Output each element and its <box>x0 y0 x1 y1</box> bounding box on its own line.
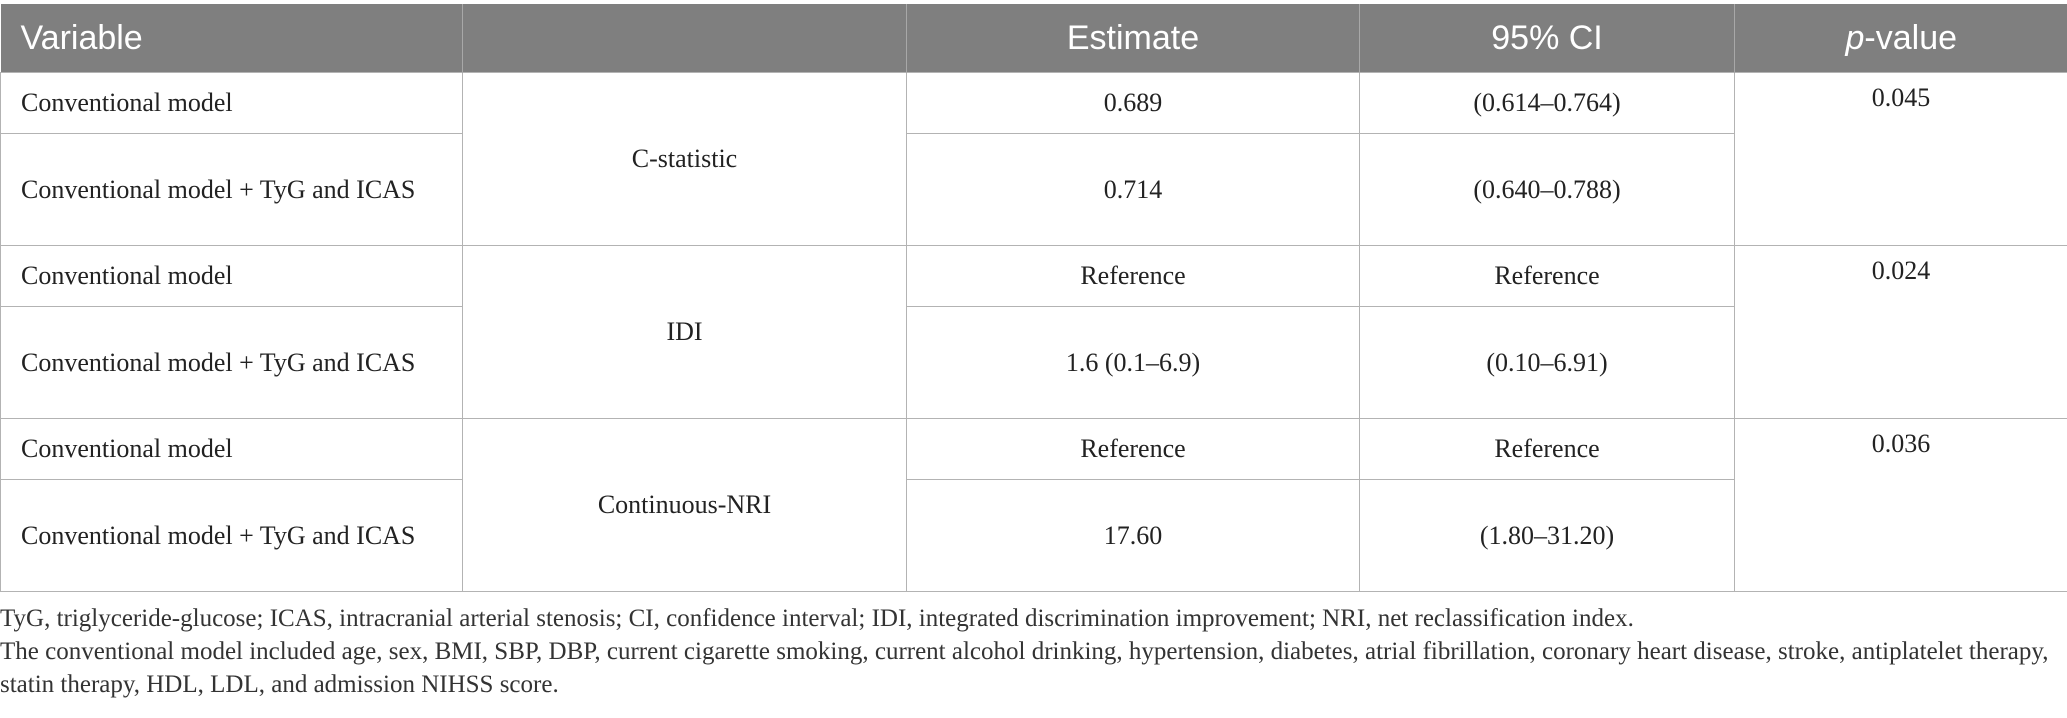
table-footnotes: TyG, triglyceride-glucose; ICAS, intracr… <box>0 602 2060 701</box>
estimate-cell: 17.60 <box>906 479 1360 592</box>
ci-cell: (0.640–0.788) <box>1359 133 1735 246</box>
estimate-cell: 1.6 (0.1–6.9) <box>906 306 1360 419</box>
header-ci: 95% CI <box>1359 4 1735 73</box>
header-metric <box>462 4 907 73</box>
estimate-cell: Reference <box>906 245 1360 307</box>
p-value-cell: 0.036 <box>1734 418 2067 592</box>
estimate-cell: Reference <box>906 418 1360 480</box>
footnote-abbreviations: TyG, triglyceride-glucose; ICAS, intracr… <box>0 605 1634 632</box>
metric-cell: C-statistic <box>462 72 907 246</box>
table-row: Conventional model + TyG and ICAS 17.60 … <box>0 479 2067 592</box>
ci-cell: Reference <box>1359 418 1735 480</box>
metric-cell: IDI <box>462 245 907 419</box>
header-p-value-suffix: -value <box>1864 18 1958 57</box>
table-row: Conventional model Continuous-NRI Refere… <box>0 418 2067 592</box>
header-estimate: Estimate <box>906 4 1360 73</box>
ci-cell: Reference <box>1359 245 1735 307</box>
variable-cell: Conventional model <box>0 72 463 134</box>
header-p-value-italic: p <box>1845 18 1865 57</box>
table-row: Conventional model IDI Reference Referen… <box>0 245 2067 419</box>
variable-cell: Conventional model + TyG and ICAS <box>0 306 463 419</box>
ci-cell: (0.614–0.764) <box>1359 72 1735 134</box>
estimate-cell: 0.689 <box>906 72 1360 134</box>
estimate-cell: 0.714 <box>906 133 1360 246</box>
table-header: Variable Estimate 95% CI p-value <box>0 4 2067 73</box>
header-p-value: p-value <box>1734 4 2067 73</box>
variable-cell: Conventional model + TyG and ICAS <box>0 479 463 592</box>
metric-cell: Continuous-NRI <box>462 418 907 592</box>
variable-cell: Conventional model + TyG and ICAS <box>0 133 463 246</box>
header-variable: Variable <box>0 4 463 73</box>
footnote-model-description: The conventional model included age, sex… <box>0 638 2049 698</box>
table-row: Conventional model C-statistic 0.689 (0.… <box>0 72 2067 246</box>
results-table: Variable Estimate 95% CI p-value Convent… <box>0 4 2067 592</box>
table-row: Conventional model + TyG and ICAS 0.714 … <box>0 133 2067 246</box>
ci-cell: (0.10–6.91) <box>1359 306 1735 419</box>
header-row: Variable Estimate 95% CI p-value <box>0 4 2067 73</box>
variable-cell: Conventional model <box>0 418 463 480</box>
variable-cell: Conventional model <box>0 245 463 307</box>
p-value-cell: 0.045 <box>1734 72 2067 246</box>
ci-cell: (1.80–31.20) <box>1359 479 1735 592</box>
table-body: Conventional model C-statistic 0.689 (0.… <box>0 72 2067 592</box>
p-value-cell: 0.024 <box>1734 245 2067 419</box>
